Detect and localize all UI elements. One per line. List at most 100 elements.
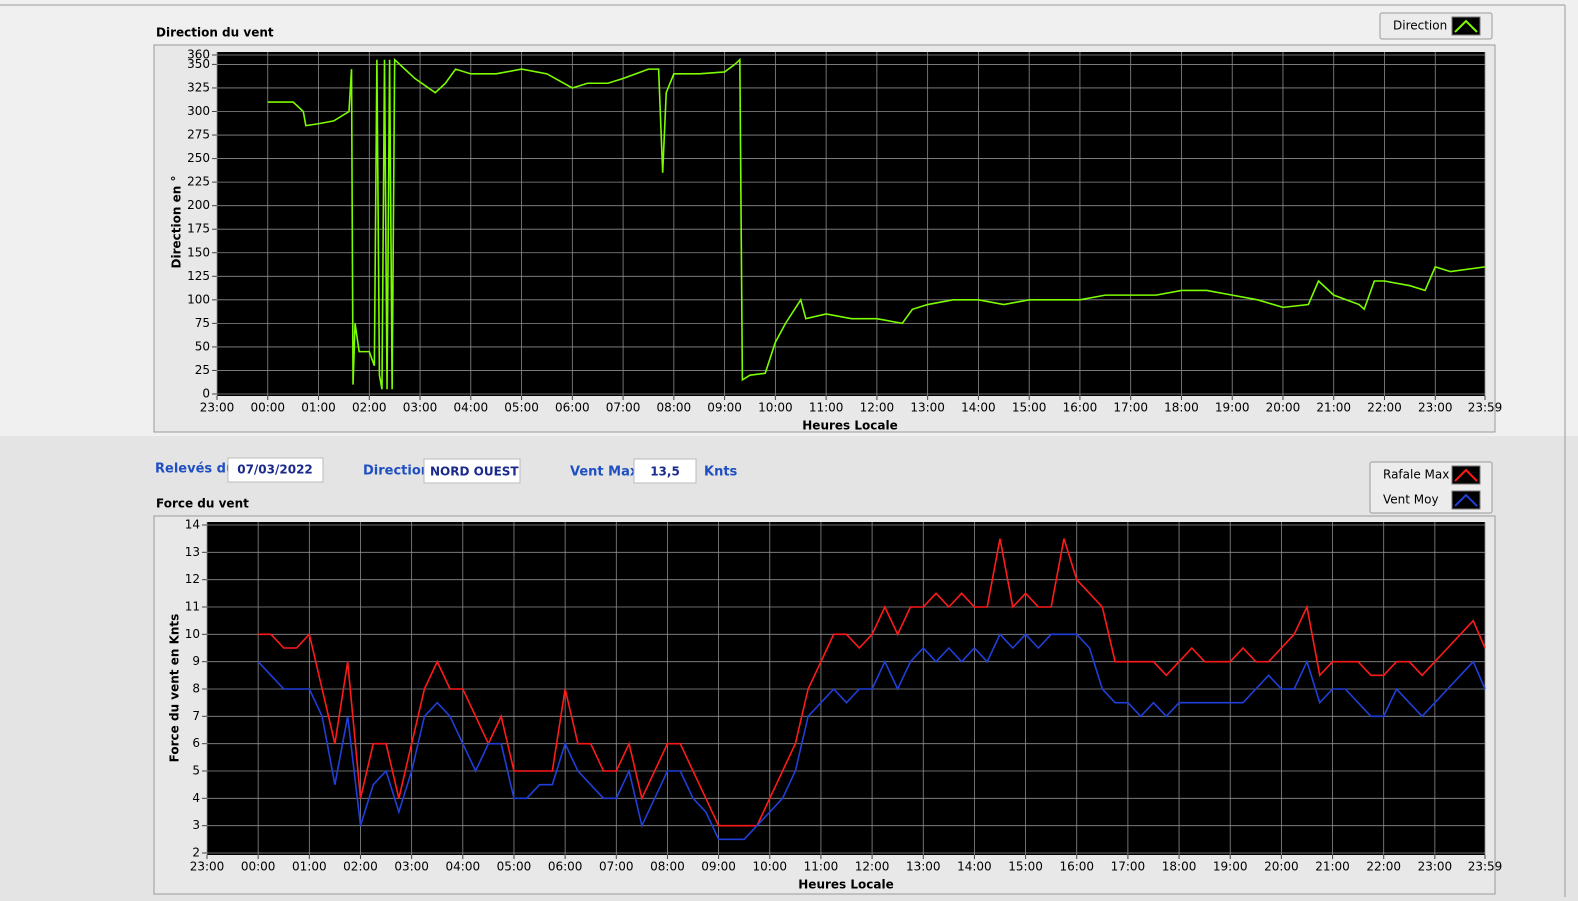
y-tick-label: 8	[192, 682, 200, 696]
x-tick-label: 16:00	[1063, 401, 1098, 415]
x-tick-label: 01:00	[301, 401, 336, 415]
direction-field[interactable]	[423, 458, 521, 484]
x-tick-label: 06:00	[555, 401, 590, 415]
x-tick-label: 23:00	[190, 860, 225, 874]
direction-value: NORD OUEST	[430, 465, 519, 479]
x-tick-label: 04:00	[446, 860, 481, 874]
x-tick-label: 05:00	[504, 401, 539, 415]
y-axis-title: Direction en °	[170, 176, 184, 269]
x-tick-label: 00:00	[250, 401, 285, 415]
x-tick-label: 14:00	[957, 860, 992, 874]
vmax-label: Vent Max	[570, 465, 639, 480]
x-tick-label: 17:00	[1113, 401, 1148, 415]
y-tick-label: 25	[195, 363, 210, 377]
y-tick-label: 50	[195, 339, 210, 353]
x-tick-label: 03:00	[394, 860, 429, 874]
y-tick-label: 4	[192, 791, 200, 805]
legend-swatch	[1454, 468, 1478, 482]
x-tick-label: 04:00	[454, 401, 489, 415]
x-tick-label: 17:00	[1111, 860, 1146, 874]
y-tick-label: 150	[187, 245, 210, 259]
x-tick-label: 22:00	[1366, 860, 1401, 874]
y-tick-label: 100	[187, 292, 210, 306]
y-tick-label: 350	[187, 57, 210, 71]
y-tick-label: 325	[187, 80, 210, 94]
y-tick-label: 275	[187, 128, 210, 142]
y-tick-label: 250	[187, 151, 210, 165]
legend-swatch	[1454, 19, 1478, 33]
x-tick-label: 20:00	[1264, 860, 1299, 874]
x-tick-label: 20:00	[1266, 401, 1301, 415]
y-tick-label: 125	[187, 269, 210, 283]
x-tick-label: 07:00	[606, 401, 641, 415]
x-tick-label: 19:00	[1213, 860, 1248, 874]
x-tick-label: 10:00	[758, 401, 793, 415]
y-tick-label: 12	[185, 572, 200, 586]
x-tick-label: 08:00	[650, 860, 685, 874]
x-tick-label: 22:00	[1367, 401, 1402, 415]
x-tick-label: 08:00	[657, 401, 692, 415]
y-tick-label: 13	[185, 545, 200, 559]
y-tick-label: 6	[192, 736, 200, 750]
direction-label: Direction	[363, 464, 430, 479]
y-tick-label: 2	[192, 846, 200, 860]
x-tick-label: 13:00	[906, 860, 941, 874]
x-tick-label: 13:00	[910, 401, 945, 415]
plot-area	[217, 52, 1485, 396]
x-tick-label: 01:00	[292, 860, 327, 874]
x-tick-label: 10:00	[752, 860, 787, 874]
legend-swatch-bg	[1451, 465, 1481, 485]
x-tick-label: 23:00	[1418, 401, 1453, 415]
x-tick-label: 15:00	[1008, 860, 1043, 874]
y-axis-title: Force du vent en Knts	[168, 614, 182, 763]
x-tick-label: 21:00	[1315, 860, 1350, 874]
unit-label: Knts	[704, 465, 738, 480]
x-tick-label: 09:00	[707, 401, 742, 415]
date-field[interactable]	[227, 457, 324, 483]
x-tick-label: 02:00	[343, 860, 378, 874]
y-tick-label: 225	[187, 175, 210, 189]
x-tick-label: 18:00	[1162, 860, 1197, 874]
y-tick-label: 175	[187, 222, 210, 236]
x-tick-label: 23:59	[1468, 401, 1503, 415]
chart-title: Force du vent	[156, 497, 249, 511]
x-tick-label: 23:00	[200, 401, 235, 415]
legend-swatch-bg	[1451, 490, 1481, 510]
x-axis-title: Heures Locale	[802, 419, 897, 433]
x-tick-label: 15:00	[1012, 401, 1047, 415]
x-tick-label: 11:00	[809, 401, 844, 415]
x-tick-label: 07:00	[599, 860, 634, 874]
legend-label: Direction	[1393, 19, 1447, 33]
x-tick-label: 12:00	[860, 401, 895, 415]
legend-label: Rafale Max	[1383, 468, 1449, 482]
x-tick-label: 19:00	[1215, 401, 1250, 415]
date-value: 07/03/2022	[237, 463, 313, 477]
x-tick-label: 23:59	[1468, 860, 1503, 874]
y-tick-label: 7	[192, 709, 200, 723]
vmax-field[interactable]	[633, 458, 697, 484]
x-tick-label: 09:00	[701, 860, 736, 874]
x-tick-label: 18:00	[1164, 401, 1199, 415]
y-tick-label: 9	[192, 654, 200, 668]
legend-label: Vent Moy	[1383, 493, 1439, 507]
y-tick-label: 200	[187, 198, 210, 212]
y-tick-label: 5	[192, 764, 200, 778]
x-tick-label: 12:00	[855, 860, 890, 874]
vmax-value: 13,5	[650, 465, 680, 479]
x-tick-label: 11:00	[804, 860, 839, 874]
series-line	[258, 538, 1486, 827]
series-line	[257, 632, 1486, 841]
series-line	[267, 57, 1486, 390]
x-axis-title: Heures Locale	[798, 878, 893, 892]
chart-title: Direction du vent	[156, 26, 274, 40]
y-tick-label: 10	[185, 627, 200, 641]
x-tick-label: 21:00	[1316, 401, 1351, 415]
x-tick-label: 02:00	[352, 401, 387, 415]
y-tick-label: 11	[185, 600, 200, 614]
x-tick-label: 00:00	[241, 860, 276, 874]
y-tick-label: 0	[202, 387, 210, 401]
x-tick-label: 23:00	[1418, 860, 1453, 874]
y-tick-label: 75	[195, 316, 210, 330]
y-tick-label: 14	[185, 518, 200, 532]
